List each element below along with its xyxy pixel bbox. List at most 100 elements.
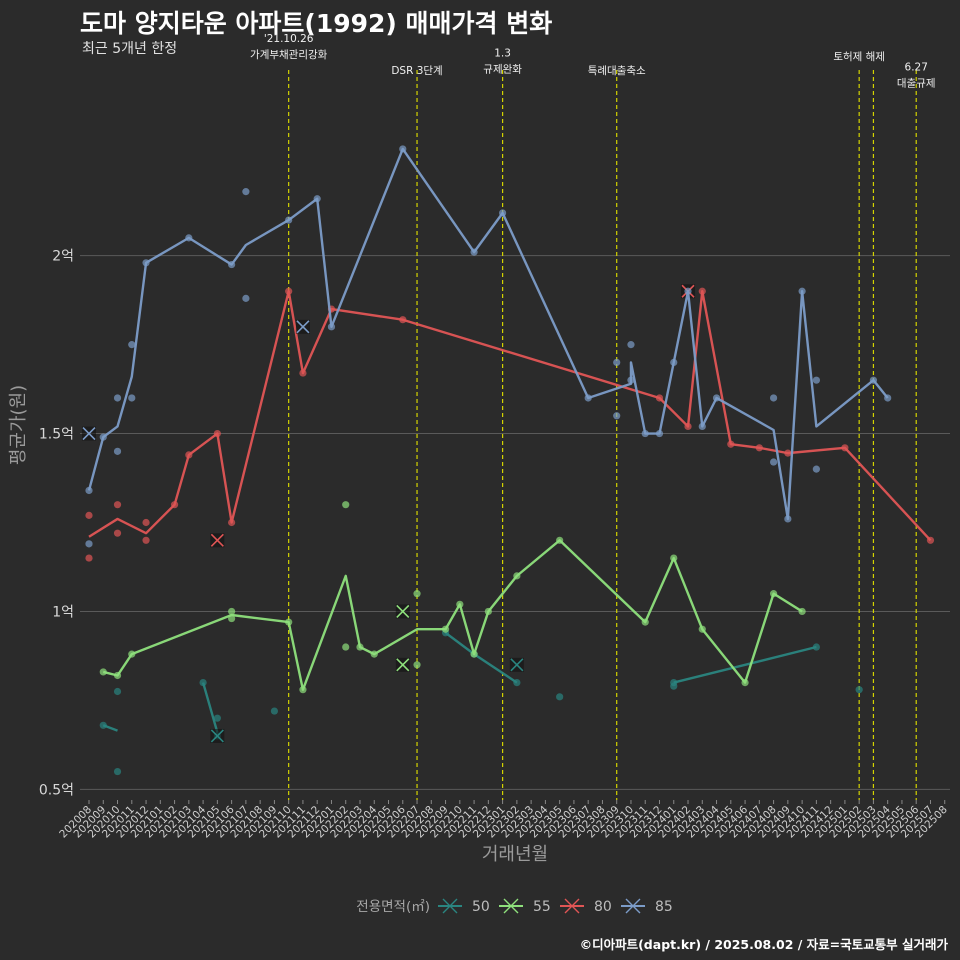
data-point — [199, 678, 207, 687]
series-line — [87, 147, 889, 521]
data-point — [85, 554, 93, 562]
data-point — [784, 515, 792, 523]
event-label: 특례대출축소 — [588, 65, 646, 77]
data-point — [85, 486, 93, 495]
cross-marker — [510, 658, 524, 672]
data-point — [113, 394, 122, 402]
data-point — [499, 209, 507, 217]
data-point — [798, 287, 806, 295]
data-point — [613, 358, 621, 367]
legend: 전용면적(㎡) 50 55 80 85 — [356, 898, 673, 915]
data-point — [113, 529, 122, 537]
legend-swatch-cross — [503, 898, 519, 914]
data-point — [869, 376, 878, 384]
chart-subtitle: 최근 5개년 한정 — [82, 41, 178, 57]
cross-marker — [82, 426, 96, 441]
data-point — [128, 650, 136, 658]
series-line — [102, 539, 803, 691]
data-point — [926, 536, 935, 544]
data-point — [456, 600, 464, 608]
data-point — [128, 394, 136, 402]
series-50 — [99, 629, 863, 776]
legend-label: 50 — [472, 899, 490, 915]
series-55 — [99, 501, 806, 694]
data-point — [342, 643, 350, 651]
data-point — [855, 686, 863, 694]
data-point — [228, 260, 236, 269]
cross-marker — [296, 320, 310, 334]
y-tick-label: 0.5억 — [39, 782, 74, 798]
data-point — [228, 607, 236, 616]
data-point — [213, 429, 221, 438]
data-point — [769, 458, 778, 466]
data-point — [812, 643, 820, 651]
event-label: 규제완화 — [483, 62, 522, 75]
data-point — [684, 287, 692, 295]
event-label: 토허제 해제 — [833, 50, 885, 63]
data-point — [113, 767, 122, 776]
data-point — [185, 234, 193, 242]
data-point — [641, 429, 649, 438]
data-point — [670, 678, 678, 687]
event-label: DSR 3단계 — [391, 65, 442, 77]
data-point — [327, 323, 336, 331]
data-point — [299, 369, 307, 377]
data-point — [556, 693, 564, 701]
cross-marker — [396, 604, 410, 619]
event-label: 1.3 — [494, 47, 511, 59]
data-point — [655, 394, 664, 402]
data-point — [441, 625, 450, 633]
x-axis-title: 거래년월 — [482, 844, 548, 865]
data-point — [85, 511, 93, 519]
data-point — [670, 358, 678, 367]
data-point — [413, 661, 421, 669]
data-point — [299, 686, 307, 694]
data-point — [399, 316, 407, 324]
data-point — [841, 444, 849, 452]
series-line — [201, 682, 219, 733]
data-point — [556, 536, 564, 544]
y-tick-label: 2억 — [52, 249, 74, 265]
data-point — [698, 422, 706, 431]
policy-event-layer: '21.10.26 가계부채관리강화 DSR 3단계 1.3 규제완화 특례대출축소 토허제… — [250, 33, 936, 800]
series-layer — [82, 145, 935, 776]
data-point — [884, 394, 892, 402]
event-label: 6.27 — [905, 62, 928, 74]
data-point — [370, 650, 378, 658]
data-point — [470, 248, 478, 256]
data-point — [698, 625, 706, 633]
data-point — [784, 449, 792, 457]
data-point — [627, 376, 635, 384]
event-label: 대출규제 — [897, 78, 936, 90]
data-point — [769, 590, 778, 598]
y-axis-title: 평균가(원) — [8, 385, 29, 465]
chart-title: 도마 양지타운 아파트(1992) 매매가격 변화 — [80, 9, 553, 38]
data-point — [285, 618, 293, 626]
data-point — [712, 394, 721, 402]
series-85 — [82, 145, 892, 548]
data-point — [113, 447, 122, 455]
data-point — [755, 444, 763, 452]
data-point — [812, 376, 820, 384]
series-line — [673, 645, 817, 684]
cross-marker — [210, 533, 224, 547]
data-point — [142, 518, 150, 527]
y-tick-label: 1억 — [52, 604, 74, 620]
data-point — [170, 501, 179, 509]
data-point — [812, 465, 820, 473]
data-point — [584, 394, 592, 402]
data-point — [113, 671, 122, 680]
data-point — [228, 518, 236, 527]
event-label: 가계부채관리강화 — [250, 49, 328, 61]
data-point — [270, 707, 279, 715]
data-point — [513, 572, 521, 580]
cross-marker — [396, 658, 410, 672]
data-point — [741, 678, 749, 687]
data-point — [769, 394, 778, 402]
data-point — [399, 145, 407, 153]
data-point — [513, 678, 521, 687]
data-point — [470, 650, 478, 658]
data-point — [113, 687, 122, 696]
data-point — [285, 287, 293, 295]
